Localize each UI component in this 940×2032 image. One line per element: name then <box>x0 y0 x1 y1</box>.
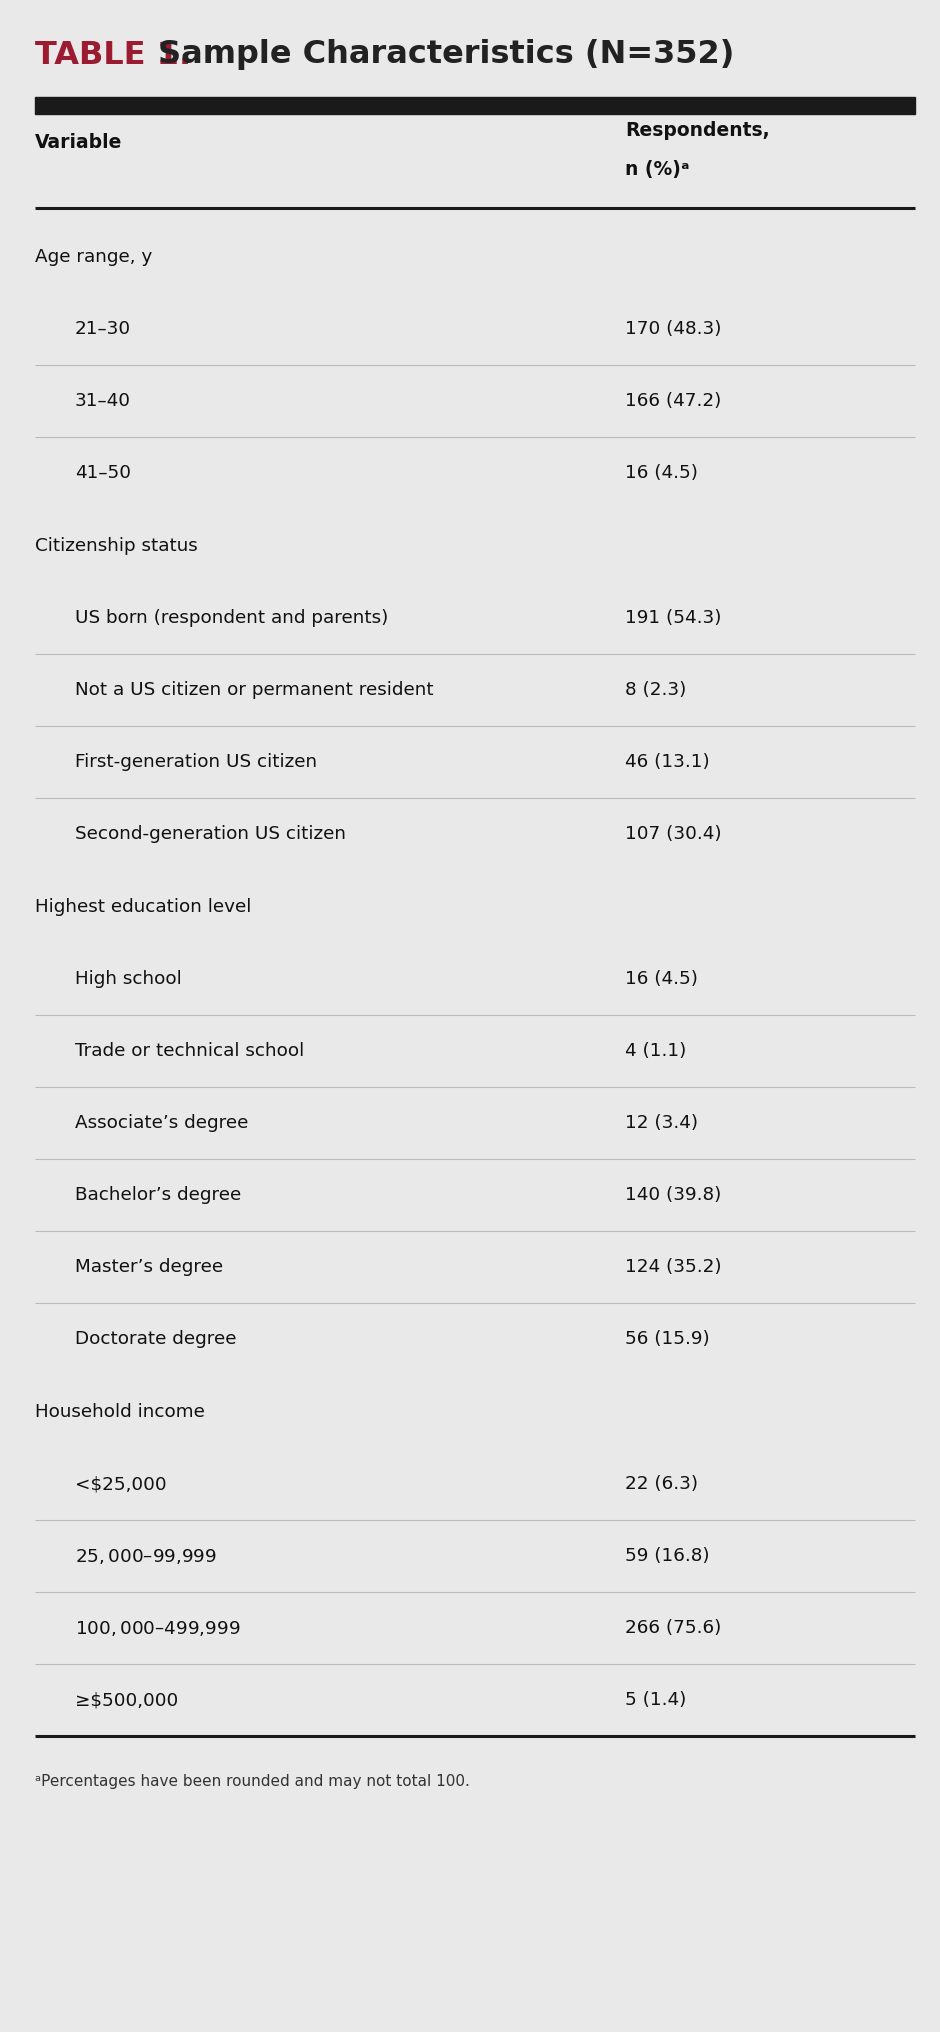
Text: 124 (35.2): 124 (35.2) <box>625 1258 722 1276</box>
Text: 59 (16.8): 59 (16.8) <box>625 1546 710 1565</box>
Text: Sample Characteristics (N=352): Sample Characteristics (N=352) <box>147 39 734 71</box>
Text: Doctorate degree: Doctorate degree <box>75 1331 237 1347</box>
Text: 107 (30.4): 107 (30.4) <box>625 825 722 843</box>
Text: n (%)ᵃ: n (%)ᵃ <box>625 161 690 179</box>
Text: Household income: Household income <box>35 1402 205 1420</box>
Text: <​$25,000: <​$25,000 <box>75 1475 166 1494</box>
Text: Bachelor’s degree: Bachelor’s degree <box>75 1187 242 1205</box>
Text: 4 (1.1): 4 (1.1) <box>625 1042 686 1061</box>
Text: Master’s degree: Master’s degree <box>75 1258 223 1276</box>
Text: ​$25,000–​$99,999: ​$25,000–​$99,999 <box>75 1546 217 1565</box>
Text: 266 (75.6): 266 (75.6) <box>625 1620 721 1638</box>
Text: First-generation US citizen: First-generation US citizen <box>75 754 317 770</box>
Text: 46 (13.1): 46 (13.1) <box>625 754 710 770</box>
Text: 191 (54.3): 191 (54.3) <box>625 610 722 628</box>
Text: TABLE 1.: TABLE 1. <box>35 39 191 71</box>
Text: ᵃPercentages have been rounded and may not total 100.: ᵃPercentages have been rounded and may n… <box>35 1774 470 1788</box>
Text: Age range, y: Age range, y <box>35 248 152 266</box>
Text: Trade or technical school: Trade or technical school <box>75 1042 305 1061</box>
Text: 166 (47.2): 166 (47.2) <box>625 392 721 410</box>
Text: 56 (15.9): 56 (15.9) <box>625 1331 710 1347</box>
Text: 21–30: 21–30 <box>75 319 131 337</box>
Text: Second-generation US citizen: Second-generation US citizen <box>75 825 346 843</box>
Text: 12 (3.4): 12 (3.4) <box>625 1114 698 1132</box>
Text: 140 (39.8): 140 (39.8) <box>625 1187 721 1205</box>
Text: ≥​$500,000: ≥​$500,000 <box>75 1691 179 1709</box>
Text: 8 (2.3): 8 (2.3) <box>625 681 686 699</box>
Text: High school: High school <box>75 969 181 988</box>
Text: 170 (48.3): 170 (48.3) <box>625 319 722 337</box>
Text: 41–50: 41–50 <box>75 463 131 482</box>
Text: 31–40: 31–40 <box>75 392 131 410</box>
Text: 16 (4.5): 16 (4.5) <box>625 969 698 988</box>
Text: Citizenship status: Citizenship status <box>35 536 197 555</box>
Text: Associate’s degree: Associate’s degree <box>75 1114 248 1132</box>
Text: 22 (6.3): 22 (6.3) <box>625 1475 698 1494</box>
Text: ​$100,000–​$499,999: ​$100,000–​$499,999 <box>75 1620 241 1638</box>
Bar <box>35 98 915 114</box>
Text: 16 (4.5): 16 (4.5) <box>625 463 698 482</box>
Text: Not a US citizen or permanent resident: Not a US citizen or permanent resident <box>75 681 433 699</box>
Text: 5 (1.4): 5 (1.4) <box>625 1691 686 1709</box>
Text: US born (respondent and parents): US born (respondent and parents) <box>75 610 388 628</box>
Text: Variable: Variable <box>35 132 122 152</box>
Text: Highest education level: Highest education level <box>35 898 251 916</box>
Text: Respondents,: Respondents, <box>625 120 770 140</box>
